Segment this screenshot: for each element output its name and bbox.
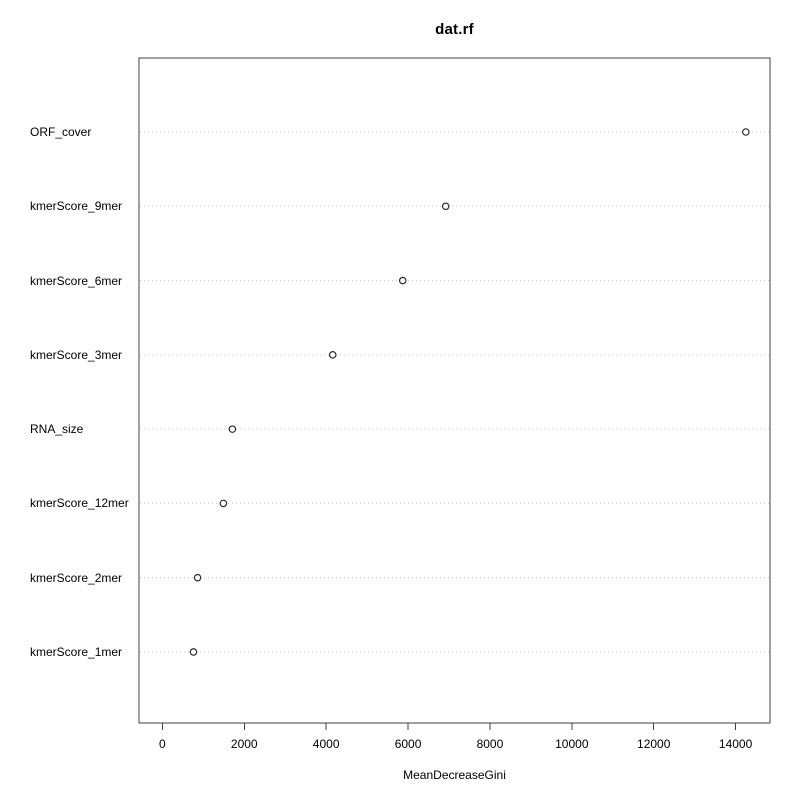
y-axis-label: ORF_cover: [30, 125, 92, 139]
data-point: [742, 128, 750, 136]
x-axis-tick-label: 0: [159, 737, 166, 751]
chart-title: dat.rf: [435, 21, 474, 38]
data-point: [219, 499, 228, 508]
y-axis-label: kmerScore_12mer: [30, 496, 129, 511]
y-axis-label: kmerScore_2mer: [30, 570, 123, 585]
x-axis-tick-label: 8000: [476, 737, 504, 751]
x-axis-tick-label: 2000: [230, 737, 258, 751]
data-point: [193, 573, 202, 582]
x-axis-tick-label: 10000: [555, 737, 589, 751]
x-axis-tick-label: 4000: [312, 737, 340, 751]
data-point: [189, 648, 198, 656]
plot-border: [138, 57, 771, 724]
data-point: [441, 202, 450, 211]
y-axis-label: kmerScore_3mer: [30, 347, 123, 362]
y-axis-label: kmerScore_9mer: [30, 199, 123, 214]
x-axis-tick-label: 6000: [394, 737, 422, 751]
x-axis-tick-label: 12000: [637, 737, 671, 751]
x-axis-label: MeanDecreaseGini: [403, 768, 506, 782]
y-axis-label: RNA_size: [30, 422, 84, 437]
x-axis-tick-label: 14000: [718, 737, 753, 751]
y-axis-label: kmerScore_6mer: [30, 273, 123, 288]
data-point: [228, 425, 237, 433]
data-point: [328, 351, 337, 359]
y-axis-label: kmerScore_1mer: [30, 644, 123, 659]
data-point: [398, 276, 407, 285]
